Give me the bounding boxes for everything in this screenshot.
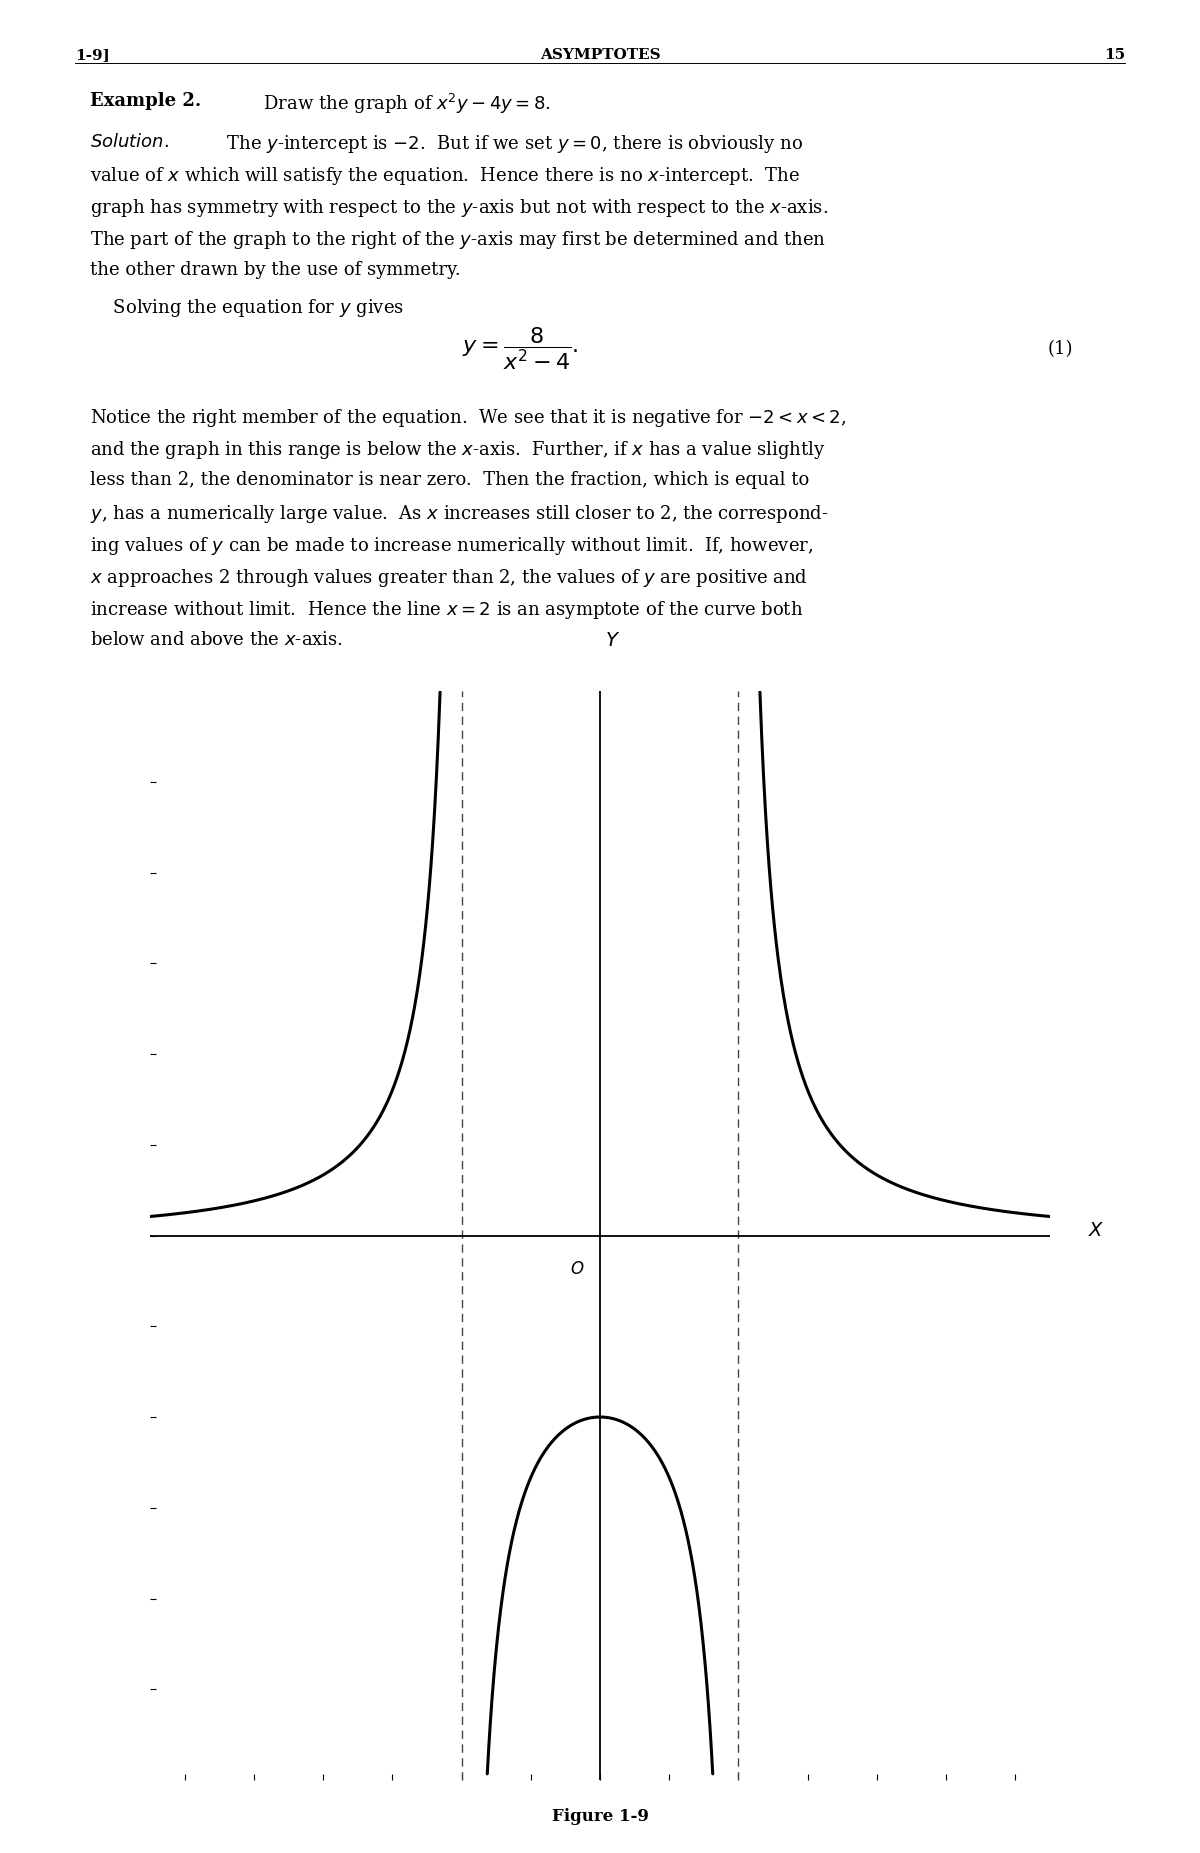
Text: Figure 1-9: Figure 1-9 [552, 1809, 648, 1825]
Text: $Solution.$: $Solution.$ [90, 133, 169, 150]
Text: $Y$: $Y$ [605, 632, 620, 650]
Text: below and above the $x$-axis.: below and above the $x$-axis. [90, 632, 343, 649]
Text: and the graph in this range is below the $x$-axis.  Further, if $x$ has a value : and the graph in this range is below the… [90, 439, 826, 461]
Text: increase without limit.  Hence the line $x = 2$ is an asymptote of the curve bot: increase without limit. Hence the line $… [90, 599, 803, 621]
Text: ing values of $y$ can be made to increase numerically without limit.  If, howeve: ing values of $y$ can be made to increas… [90, 536, 814, 558]
Text: ASYMPTOTES: ASYMPTOTES [540, 48, 660, 61]
Text: Draw the graph of $x^2y - 4y = 8$.: Draw the graph of $x^2y - 4y = 8$. [252, 93, 551, 117]
Text: graph has symmetry with respect to the $y$-axis but not with respect to the $x$-: graph has symmetry with respect to the $… [90, 196, 828, 219]
Text: The $y$-intercept is $-2$.  But if we set $y = 0$, there is obviously no: The $y$-intercept is $-2$. But if we set… [215, 133, 803, 156]
Text: $x$ approaches 2 through values greater than 2, the values of $y$ are positive a: $x$ approaches 2 through values greater … [90, 567, 808, 589]
Text: (1): (1) [1048, 339, 1073, 358]
Text: value of $x$ which will satisfy the equation.  Hence there is no $x$-intercept. : value of $x$ which will satisfy the equa… [90, 165, 800, 187]
Text: Solving the equation for $y$ gives: Solving the equation for $y$ gives [90, 296, 404, 319]
Text: less than 2, the denominator is near zero.  Then the fraction, which is equal to: less than 2, the denominator is near zer… [90, 471, 809, 489]
Text: the other drawn by the use of symmetry.: the other drawn by the use of symmetry. [90, 261, 461, 280]
Text: $X$: $X$ [1088, 1221, 1105, 1240]
Text: 15: 15 [1104, 48, 1126, 61]
Text: $O$: $O$ [570, 1260, 584, 1279]
Text: Notice the right member of the equation.  We see that it is negative for $-2<x<2: Notice the right member of the equation.… [90, 408, 846, 430]
Text: Example 2.: Example 2. [90, 93, 202, 109]
Text: $y = \dfrac{8}{x^2 - 4}.$: $y = \dfrac{8}{x^2 - 4}.$ [462, 326, 578, 372]
Text: $y$, has a numerically large value.  As $x$ increases still closer to 2, the cor: $y$, has a numerically large value. As $… [90, 502, 828, 524]
Text: The part of the graph to the right of the $y$-axis may first be determined and t: The part of the graph to the right of th… [90, 230, 826, 250]
Text: 1-9]: 1-9] [74, 48, 109, 61]
